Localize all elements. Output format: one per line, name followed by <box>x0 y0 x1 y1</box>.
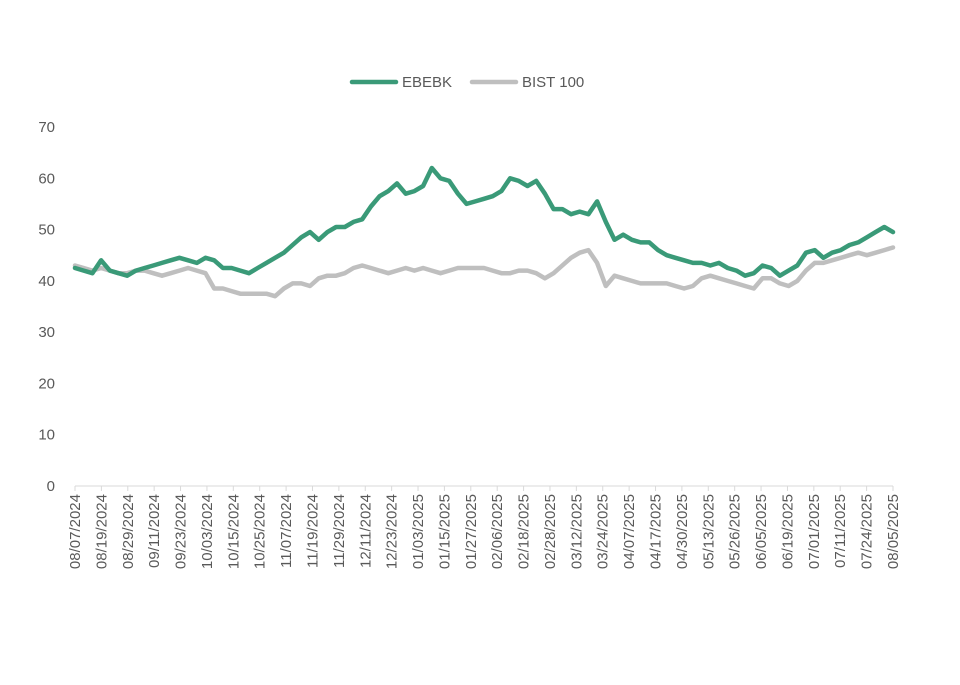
x-tick-label: 12/11/2024 <box>357 494 374 568</box>
series-layer <box>72 165 896 299</box>
x-tick-label: 09/11/2024 <box>146 494 163 568</box>
y-tick-label: 30 <box>38 324 55 341</box>
x-tick-label: 05/13/2025 <box>700 494 717 569</box>
x-tick-label: 03/24/2025 <box>595 494 612 569</box>
x-tick-label: 07/01/2025 <box>806 494 823 569</box>
x-tick-label: 04/17/2025 <box>648 494 665 569</box>
x-tick-label: 03/12/2025 <box>568 494 585 569</box>
x-tick-label: 10/25/2024 <box>252 494 269 569</box>
x-tick-label: 08/29/2024 <box>120 494 137 569</box>
y-tick-label: 50 <box>38 222 55 239</box>
x-tick-label: 08/05/2025 <box>885 494 902 569</box>
x-tick-label: 10/15/2024 <box>225 494 242 569</box>
x-tick-label: 01/27/2025 <box>463 494 480 569</box>
x-tick-label: 09/23/2024 <box>173 494 190 569</box>
y-tick-label: 40 <box>38 273 55 290</box>
x-tick-label: 08/07/2024 <box>67 494 84 569</box>
x-tick-label: 02/06/2025 <box>489 494 506 569</box>
x-tick-label: 06/05/2025 <box>753 494 770 569</box>
y-tick-label: 70 <box>38 119 55 136</box>
x-tick-label: 04/30/2025 <box>674 494 691 569</box>
x-tick-label: 11/29/2024 <box>331 494 348 568</box>
y-axis-ticks: 0 10 20 30 40 50 60 70 <box>38 119 55 495</box>
x-tick-label: 01/15/2025 <box>436 494 453 569</box>
x-tick-label: 07/24/2025 <box>859 494 876 569</box>
x-tick-label: 11/07/2024 <box>278 494 295 568</box>
x-tick-label: 02/28/2025 <box>542 494 559 569</box>
x-axis: 08/07/2024 08/19/2024 08/29/2024 09/11/2024… <box>67 485 902 569</box>
x-tick-label: 06/19/2025 <box>779 494 796 569</box>
x-tick-label: 05/26/2025 <box>727 494 744 569</box>
x-tick-label: 07/11/2025 <box>832 494 849 568</box>
y-tick-label: 20 <box>38 375 55 392</box>
series-line-bist-100 <box>72 245 896 299</box>
x-tick-label: 12/23/2024 <box>384 494 401 569</box>
y-tick-label: 60 <box>38 170 55 187</box>
y-tick-label: 10 <box>38 427 55 444</box>
x-tick-label: 02/18/2025 <box>516 494 533 569</box>
x-tick-label: 10/03/2024 <box>199 494 216 569</box>
x-tick-label: 04/07/2025 <box>621 494 638 569</box>
x-tick-label: 11/19/2024 <box>304 494 321 568</box>
x-tick-label: 08/19/2024 <box>93 494 110 569</box>
legend: EBEBK BIST 100 <box>349 74 584 91</box>
legend-label-bist-100: BIST 100 <box>522 74 584 91</box>
legend-label-ebebk: EBEBK <box>402 74 452 91</box>
y-tick-label: 0 <box>47 478 55 495</box>
x-tick-label: 01/03/2025 <box>410 494 427 569</box>
series-line-ebebk <box>72 165 896 278</box>
